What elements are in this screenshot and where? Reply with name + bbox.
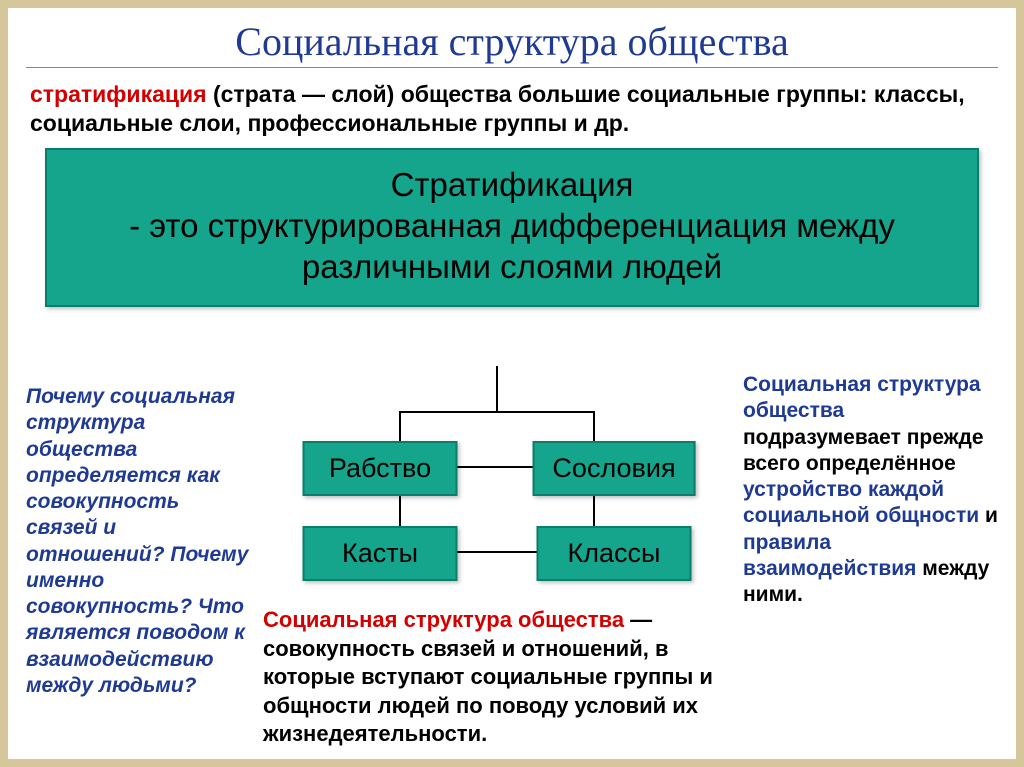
slide: Социальная структура общества стратифика… xyxy=(8,8,1016,759)
right-text: Социальная структура общества подразумев… xyxy=(743,366,998,749)
middle-column: Рабство Сословия Касты Классы Социальная… xyxy=(263,366,731,749)
right-blue3: правила взаимодействия xyxy=(743,531,916,580)
definition-line2: - это структурированная дифференциация м… xyxy=(57,205,966,288)
intro-paren: ( xyxy=(213,81,221,107)
node-castes: Касты xyxy=(303,526,458,581)
right-blue1: Социальная структура общества xyxy=(743,373,981,422)
right-black1: подразумевает прежде всего определённое xyxy=(743,426,984,475)
right-black2: и xyxy=(979,504,998,527)
connector-line xyxy=(399,411,596,413)
bottom-def-term: Социальная структура общества xyxy=(263,607,624,632)
node-slavery: Рабство xyxy=(303,441,458,496)
right-blue2: устройство каждой социальной общности xyxy=(743,478,979,527)
definition-line1: Стратификация xyxy=(57,164,966,205)
intro-term: стратификация xyxy=(30,81,207,107)
page-title: Социальная структура общества xyxy=(26,14,998,67)
left-questions: Почему социальная структура общества опр… xyxy=(26,366,251,749)
intro-bold: страта xyxy=(221,81,296,107)
divider xyxy=(26,67,998,68)
diagram: Рабство Сословия Касты Классы xyxy=(263,366,731,601)
intro-text: стратификация (страта — слой) общества б… xyxy=(26,78,998,148)
definition-box: Стратификация - это структурированная ди… xyxy=(45,148,978,308)
node-estates: Сословия xyxy=(532,441,695,496)
connector-line xyxy=(496,366,498,411)
bottom-definition: Социальная структура общества — совокупн… xyxy=(263,606,731,749)
node-classes: Классы xyxy=(537,526,692,581)
columns: Почему социальная структура общества опр… xyxy=(26,366,998,749)
